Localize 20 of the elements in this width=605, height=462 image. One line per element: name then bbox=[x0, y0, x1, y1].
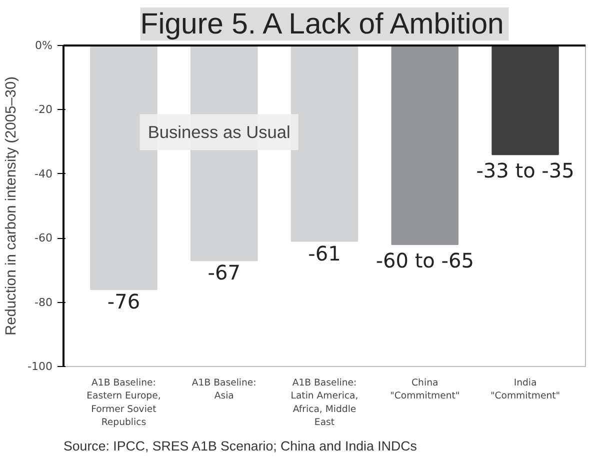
x-tick-label: China "Commitment" bbox=[390, 378, 460, 402]
annotation: -60 to -65 bbox=[376, 248, 474, 273]
y-tick-label: -40 bbox=[34, 167, 52, 180]
data-label: -61 bbox=[308, 241, 341, 266]
annotation: Business as Usual bbox=[148, 122, 290, 142]
y-tick-label: -20 bbox=[34, 103, 52, 116]
y-tick-label: -80 bbox=[34, 296, 52, 309]
y-tick-label: -100 bbox=[28, 360, 53, 373]
x-tick-label: India "Commitment" bbox=[490, 378, 560, 402]
data-label: -76 bbox=[107, 289, 140, 314]
source-note: Source: IPCC, SRES A1B Scenario; China and India INDCs bbox=[64, 438, 418, 454]
x-tick-label: A1B Baseline: Asia bbox=[192, 378, 256, 402]
x-tick-label: A1B Baseline: Eastern Europe, Former Soviet Republics bbox=[86, 378, 161, 428]
chart-title: Figure 5. A Lack of Ambition bbox=[140, 8, 504, 40]
y-tick-label: -60 bbox=[34, 232, 52, 245]
y-axis-title: Reduction in carbon intensity (2005–30) bbox=[4, 76, 20, 336]
x-tick-label: A1B Baseline: Latin America, Africa, Middle East bbox=[290, 378, 358, 428]
annotation: -33 to -35 bbox=[476, 158, 574, 183]
y-tick-label: 0% bbox=[35, 39, 52, 52]
data-label: -67 bbox=[208, 260, 240, 285]
